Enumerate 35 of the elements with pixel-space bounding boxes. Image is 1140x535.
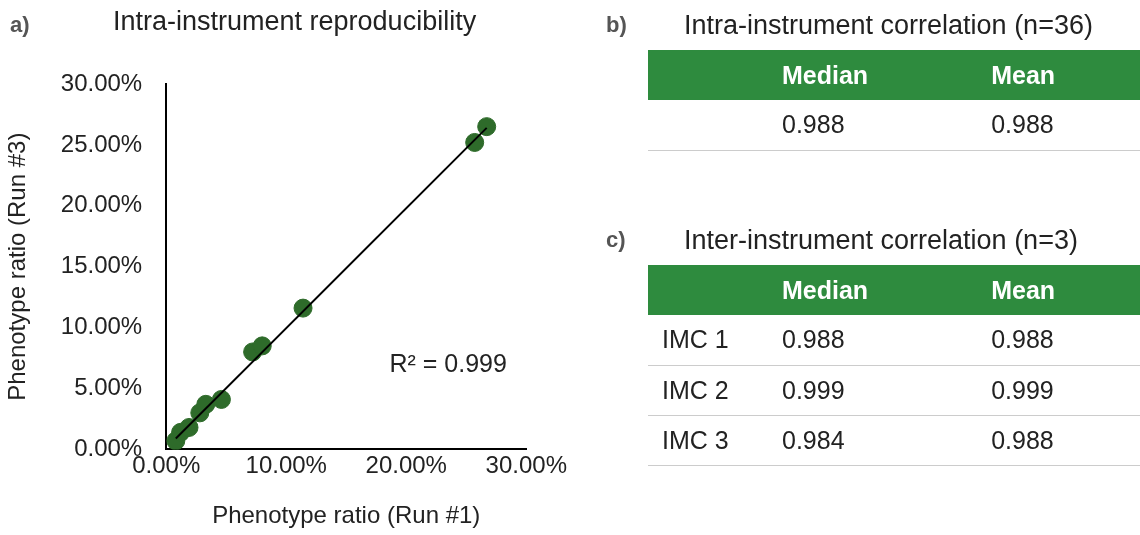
y-tick-label: 10.00%: [60, 312, 143, 340]
x-tick-label: 30.00%: [485, 451, 567, 479]
text: 0.988: [782, 110, 845, 139]
x-tick-label: 10.00%: [245, 451, 327, 479]
x-tick-label: 20.00%: [365, 451, 447, 479]
category-label: IMC 2: [662, 375, 729, 404]
chart-title: Intra-instrument reproducibility: [113, 6, 477, 37]
y-tick-label: 30.00%: [60, 68, 143, 96]
point: [477, 117, 497, 137]
text: 0.988: [782, 325, 845, 354]
y-tick-label: 20.00%: [60, 190, 143, 218]
text: 0.999: [991, 375, 1054, 404]
y-tick-label: 25.00%: [60, 129, 143, 157]
text: Intra-instrument correlation (n=36): [684, 10, 1093, 41]
y-axis-title: Phenotype ratio (Run #3): [3, 132, 31, 401]
x-axis-title: Phenotype ratio (Run #1): [212, 501, 481, 529]
category-label: IMC 3: [662, 425, 729, 454]
text: c): [606, 227, 626, 253]
category-label: Median: [768, 50, 978, 100]
text: 0.988: [991, 325, 1054, 354]
text: 0.999: [782, 375, 845, 404]
annotation: R² = 0.999: [389, 349, 507, 378]
y-tick-label: 5.00%: [74, 373, 143, 401]
text: 0.988: [991, 425, 1054, 454]
text: Inter-instrument correlation (n=3): [684, 225, 1078, 256]
text: a): [10, 12, 30, 38]
y-tick-label: 15.00%: [60, 251, 143, 279]
category-label: IMC 1: [662, 325, 729, 354]
category-label: Median: [768, 265, 978, 315]
category-label: Mean: [977, 50, 1140, 100]
point: [465, 132, 485, 152]
text: b): [606, 12, 627, 38]
category-label: Mean: [977, 265, 1140, 315]
text: 0.988: [991, 110, 1054, 139]
text: 0.984: [782, 425, 845, 454]
